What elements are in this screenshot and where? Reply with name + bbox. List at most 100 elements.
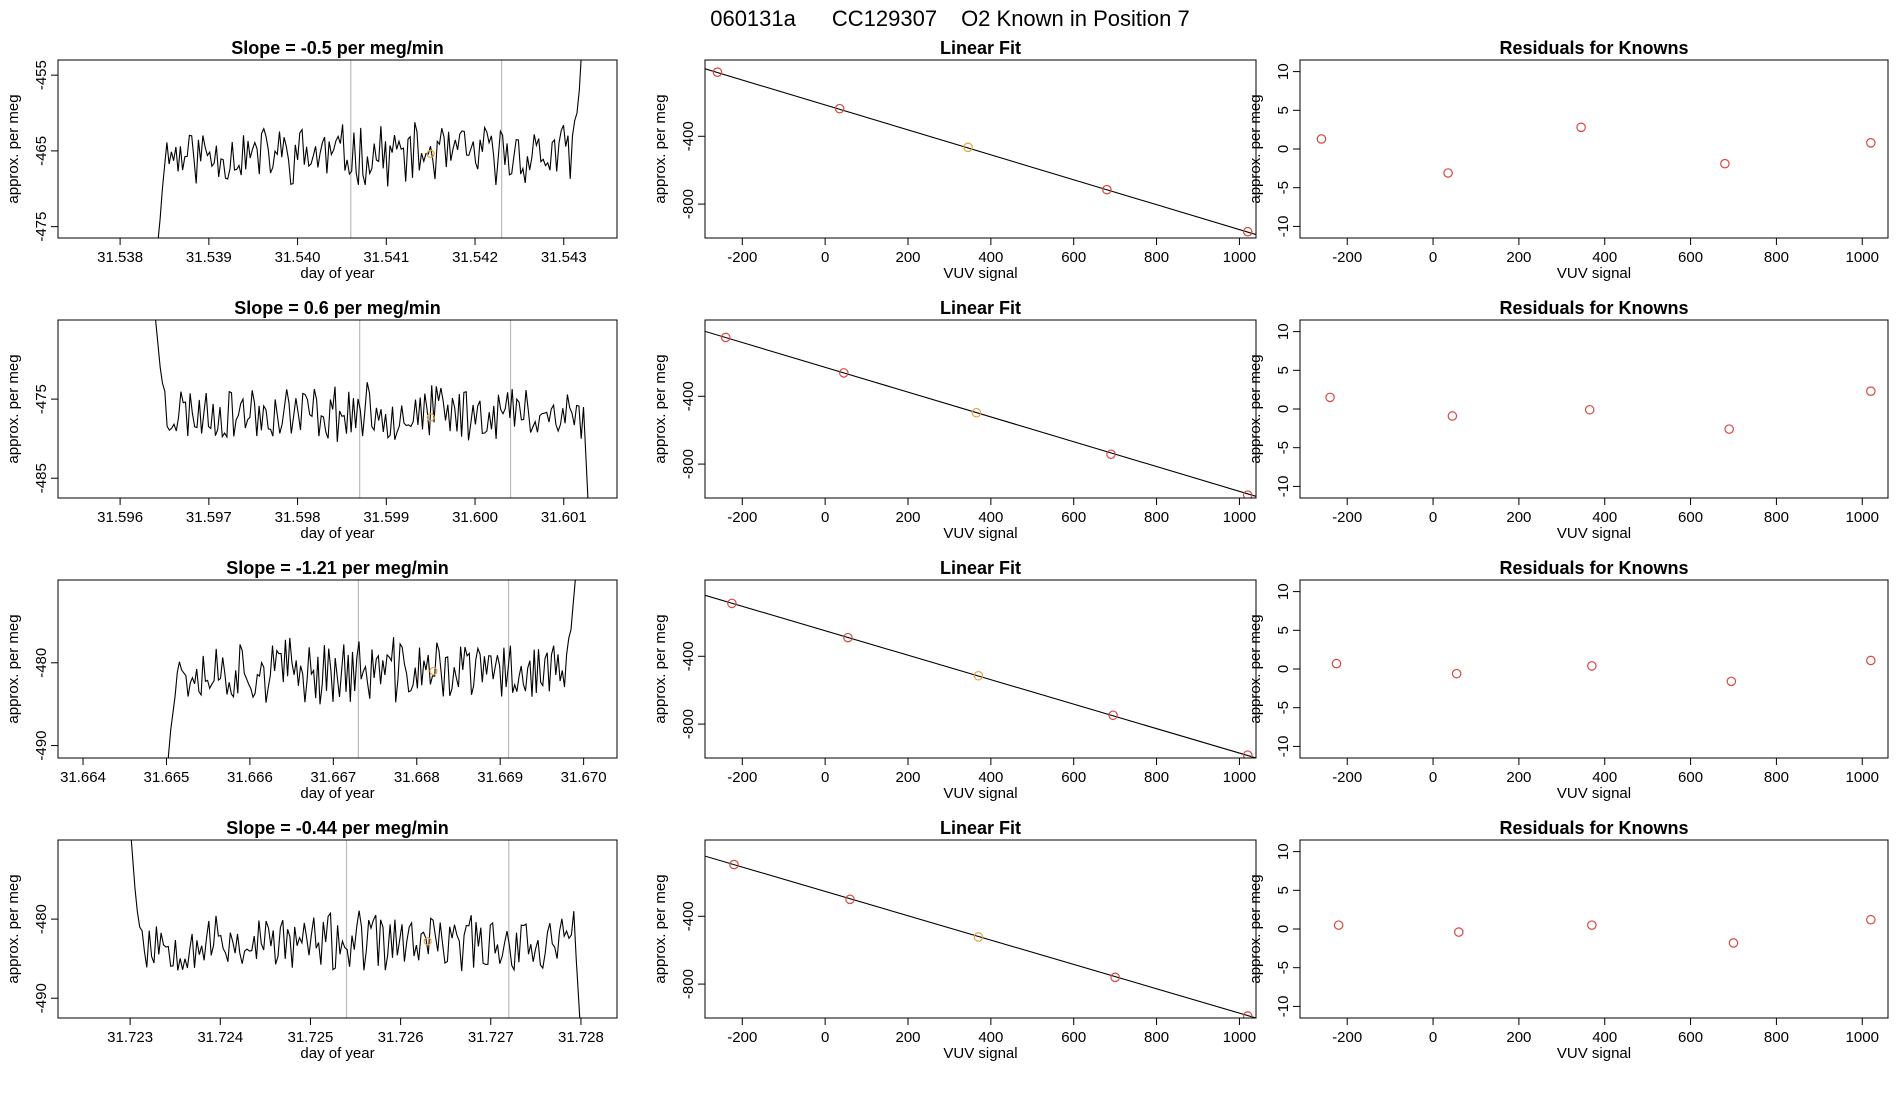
x-tick-label: 31.670: [561, 769, 607, 786]
known-point: [1443, 168, 1453, 178]
x-tick-label: 600: [1061, 249, 1086, 266]
known-point: [1106, 449, 1116, 460]
x-tick-label: 0: [821, 249, 829, 266]
y-tick-label: 10: [1275, 63, 1292, 80]
x-tick-label: 0: [1429, 1029, 1437, 1046]
x-tick-label: 31.723: [107, 1029, 153, 1046]
panel-title: Linear Fit: [940, 298, 1021, 318]
y-axis-title: approx. per meg: [652, 614, 669, 723]
cylinder-id: CC129307: [832, 6, 937, 31]
x-tick-label: 31.665: [144, 769, 190, 786]
x-tick-label: -200: [1332, 509, 1362, 526]
plot-area: [130, 840, 581, 1018]
x-tick-label: 600: [1061, 1029, 1086, 1046]
x-tick-label: 200: [895, 509, 920, 526]
x-axis-title: day of year: [300, 785, 374, 802]
x-tick-label: 200: [1506, 1029, 1531, 1046]
known-point: [1728, 938, 1739, 948]
x-axis-title: VUV signal: [1557, 525, 1631, 542]
panel-title: Residuals for Knowns: [1499, 38, 1688, 58]
known-point: [1316, 134, 1327, 144]
x-tick-label: 600: [1678, 249, 1703, 266]
x-tick-label: 600: [1061, 769, 1086, 786]
known-point: [1576, 122, 1586, 133]
x-tick-label: 600: [1678, 1029, 1703, 1046]
chart-panel-timeseries-row3: Slope = -1.21 per meg/min 31.664 31.665 31.…: [5, 558, 618, 802]
x-tick-label: 200: [1506, 509, 1531, 526]
y-tick-label: 5: [1275, 366, 1292, 374]
x-tick-label: 800: [1144, 509, 1169, 526]
x-tick-label: 600: [1678, 769, 1703, 786]
plot-area: [1331, 655, 1876, 687]
chart-panel-timeseries-row4: Slope = -0.44 per meg/min 31.723 31.724 31.…: [5, 818, 618, 1062]
y-axis-title: approx. per meg: [652, 874, 669, 983]
x-tick-label: 600: [1061, 509, 1086, 526]
y-axis-title: approx. per meg: [5, 354, 22, 463]
plot-area: [1333, 914, 1876, 948]
plot-area: [167, 580, 576, 758]
chart-panel-fit-row4: Linear Fit -200 0 200 400 600 800 1000 -400 -800 V…: [652, 818, 1257, 1062]
y-tick-label: -5: [1275, 961, 1292, 974]
x-tick-label: 1000: [1223, 249, 1256, 266]
y-tick-label: -10: [1275, 996, 1292, 1018]
known-point: [1726, 676, 1737, 687]
known-point: [1451, 668, 1462, 679]
chart-grid: Slope = -0.5 per meg/min 31.538 31.539 31.5…: [5, 38, 1889, 1062]
plot-area: [705, 594, 1256, 758]
x-axis-title: VUV signal: [943, 1045, 1017, 1062]
x-tick-label: -200: [727, 1029, 757, 1046]
y-tick-label: -485: [33, 463, 50, 493]
y-axis-title: approx. per meg: [5, 94, 22, 203]
panel-title: Linear Fit: [940, 38, 1021, 58]
plot-area: [1316, 122, 1876, 178]
chart-panel-residuals-row1: Residuals for Knowns-200 0 200 400 600 800 100…: [1247, 38, 1889, 282]
known-point: [845, 894, 855, 905]
x-tick-label: -200: [1332, 249, 1362, 266]
x-tick-label: 0: [1429, 249, 1437, 266]
x-tick-label: 31.597: [186, 509, 232, 526]
x-tick-label: 400: [1592, 1029, 1617, 1046]
timeseries-line: [157, 60, 582, 238]
x-tick-label: 0: [1429, 769, 1437, 786]
y-tick-label: -10: [1275, 216, 1292, 238]
chart-panel-fit-row1: Linear Fit -200 0 200 400 600 800 1000 -400 -800 V…: [652, 38, 1257, 282]
current-sample-marker: [426, 149, 435, 159]
known-point: [1587, 661, 1597, 671]
y-tick-label: 10: [1275, 843, 1292, 860]
chart-panel-timeseries-row1: Slope = -0.5 per meg/min 31.538 31.539 31.5…: [5, 38, 618, 282]
y-tick-label: -5: [1275, 181, 1292, 194]
panel-title: Residuals for Knowns: [1499, 298, 1688, 318]
y-axis-title: approx. per meg: [1247, 874, 1264, 983]
y-tick-label: -800: [680, 189, 697, 219]
known-point: [1242, 750, 1253, 758]
fit-line: [705, 68, 1256, 236]
y-tick-label: 0: [1275, 665, 1292, 673]
x-tick-label: 400: [978, 249, 1003, 266]
panel-title: Slope = -0.5 per meg/min: [231, 38, 444, 58]
y-tick-label: -800: [680, 449, 697, 479]
x-tick-label: 31.599: [363, 509, 409, 526]
x-tick-label: 31.600: [452, 509, 498, 526]
x-axis-title: day of year: [300, 1045, 374, 1062]
y-tick-label: -800: [680, 969, 697, 999]
x-tick-label: 31.664: [60, 769, 106, 786]
current-point: [971, 407, 982, 418]
x-tick-label: 31.598: [275, 509, 321, 526]
y-tick-label: -475: [33, 212, 50, 242]
known-point: [1866, 138, 1876, 148]
y-tick-label: -465: [33, 136, 50, 166]
known-point: [720, 332, 731, 343]
y-tick-label: -400: [680, 381, 697, 411]
x-tick-label: 31.668: [394, 769, 440, 786]
known-point: [1454, 927, 1464, 937]
y-axis-title: approx. per meg: [5, 874, 22, 983]
known-point: [1333, 920, 1344, 930]
x-tick-label: 0: [821, 509, 829, 526]
plot-frame: [704, 579, 1257, 759]
x-tick-label: 400: [978, 1029, 1003, 1046]
y-tick-label: 5: [1275, 626, 1292, 634]
y-tick-label: 10: [1275, 323, 1292, 340]
x-tick-label: 31.666: [227, 769, 273, 786]
plot-area: [705, 855, 1256, 1018]
